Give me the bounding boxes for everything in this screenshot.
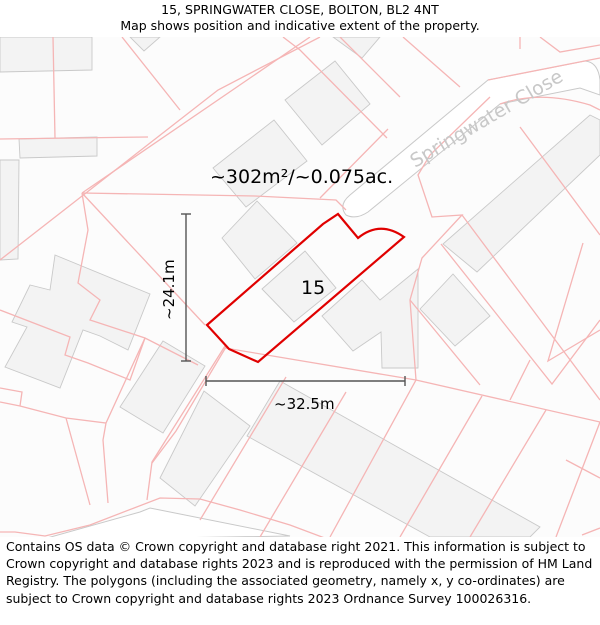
area-label: ~302m²/~0.075ac. — [210, 166, 393, 188]
bottom-road — [48, 507, 291, 537]
property-address-title: 15, SPRINGWATER CLOSE, BOLTON, BL2 4NT — [161, 2, 439, 17]
springwater-close-road — [342, 60, 600, 218]
height-measurement: ~24.1m — [160, 213, 191, 362]
map-subtitle: Map shows position and indicative extent… — [120, 18, 480, 33]
buildings — [0, 37, 600, 537]
map-header: 15, SPRINGWATER CLOSE, BOLTON, BL2 4NT M… — [0, 0, 600, 37]
width-measure-label: ~32.5m — [274, 395, 335, 413]
property-boundary[interactable] — [205, 212, 406, 364]
property-map[interactable]: Springwater Close ~24.1m ~32.5m ~302m²/~… — [0, 37, 600, 537]
height-measure-label: ~24.1m — [160, 259, 178, 320]
property-number-label: 15 — [301, 277, 325, 299]
attribution-footer: Contains OS data © Crown copyright and d… — [6, 539, 593, 606]
parcel-boundaries — [0, 37, 600, 537]
roads — [48, 60, 600, 537]
width-measurement: ~32.5m — [205, 376, 406, 413]
